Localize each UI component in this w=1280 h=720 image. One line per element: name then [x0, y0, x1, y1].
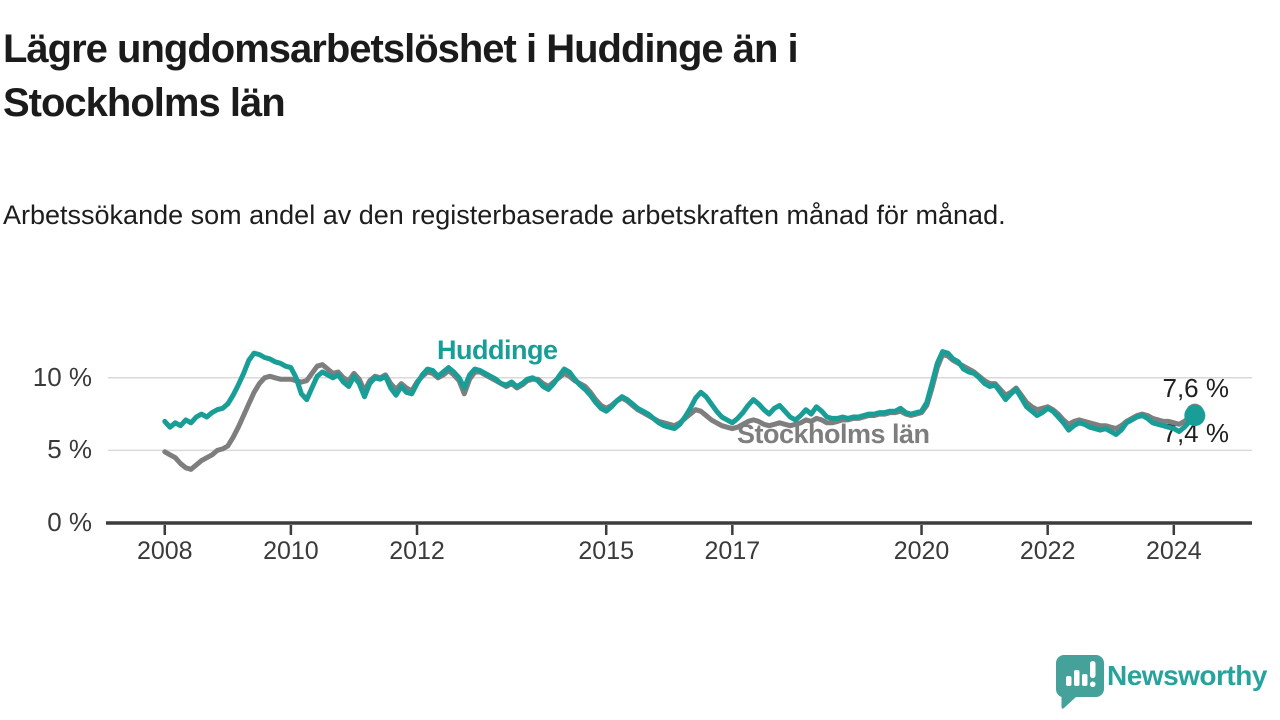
series-line-huddinge: [162, 349, 1198, 437]
speech-bubble-shape: [1056, 655, 1104, 709]
newsworthy-logo-text: Newsworthy: [1107, 660, 1267, 691]
x-tick-label: 2020: [893, 537, 950, 565]
x-tick-label: 2017: [704, 537, 761, 565]
x-tick-label: 2015: [578, 537, 635, 565]
x-tick-label: 2010: [263, 537, 319, 565]
newsworthy-logo-icon: [1056, 655, 1104, 709]
series-label-stockholm: Stockholms län: [737, 419, 930, 449]
newsworthy-logo: Newsworthy: [1053, 651, 1278, 709]
series-label-huddinge: Huddinge: [437, 335, 558, 365]
x-tick-label: 2008: [136, 537, 193, 565]
y-tick-label: 10 %: [32, 361, 92, 392]
x-tick-label: 2022: [1019, 537, 1076, 565]
y-tick-label: 0 %: [47, 507, 92, 537]
page-title: Lägre ungdomsarbetslöshet i Huddinge än …: [3, 27, 799, 125]
y-tick-label: 5 %: [47, 434, 92, 465]
x-tick-label: 2012: [389, 537, 445, 565]
x-tick-label: 2024: [1145, 537, 1202, 565]
end-dot-huddinge: [1184, 405, 1206, 427]
page-subtitle: Arbetssökande som andel av den registerb…: [3, 200, 1006, 230]
